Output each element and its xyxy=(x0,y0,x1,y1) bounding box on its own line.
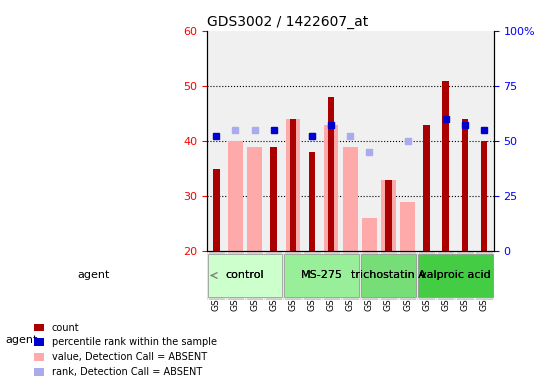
Bar xyxy=(328,97,334,251)
Bar xyxy=(324,125,338,251)
FancyBboxPatch shape xyxy=(265,251,282,300)
Bar xyxy=(213,169,219,251)
FancyBboxPatch shape xyxy=(208,251,225,300)
FancyBboxPatch shape xyxy=(418,253,493,298)
Text: trichostatin A: trichostatin A xyxy=(351,270,426,280)
FancyBboxPatch shape xyxy=(476,251,493,300)
Text: control: control xyxy=(226,270,265,280)
FancyBboxPatch shape xyxy=(208,253,282,298)
FancyBboxPatch shape xyxy=(284,251,301,300)
Legend: count, percentile rank within the sample, value, Detection Call = ABSENT, rank, : count, percentile rank within the sample… xyxy=(32,321,219,379)
FancyBboxPatch shape xyxy=(284,253,359,298)
Text: agent: agent xyxy=(6,335,38,345)
Text: control: control xyxy=(226,270,265,280)
Bar xyxy=(285,119,300,251)
Text: valproic acid: valproic acid xyxy=(420,270,491,280)
Bar xyxy=(271,147,277,251)
FancyBboxPatch shape xyxy=(208,253,282,298)
Bar xyxy=(343,147,358,251)
FancyBboxPatch shape xyxy=(361,251,378,300)
Bar xyxy=(400,202,415,251)
Bar xyxy=(289,119,296,251)
FancyBboxPatch shape xyxy=(284,253,359,298)
Bar xyxy=(481,141,487,251)
FancyBboxPatch shape xyxy=(361,253,416,298)
Bar xyxy=(424,125,430,251)
Bar xyxy=(248,147,262,251)
FancyBboxPatch shape xyxy=(227,251,244,300)
Bar xyxy=(381,180,396,251)
FancyBboxPatch shape xyxy=(246,251,263,300)
Bar xyxy=(443,81,449,251)
FancyBboxPatch shape xyxy=(342,251,359,300)
Bar xyxy=(362,218,377,251)
Bar xyxy=(385,180,392,251)
FancyBboxPatch shape xyxy=(437,251,454,300)
Text: MS-275: MS-275 xyxy=(300,270,343,280)
Text: trichostatin A: trichostatin A xyxy=(351,270,426,280)
FancyBboxPatch shape xyxy=(456,251,474,300)
Text: MS-275: MS-275 xyxy=(300,270,343,280)
Bar xyxy=(228,141,243,251)
FancyBboxPatch shape xyxy=(399,251,416,300)
FancyBboxPatch shape xyxy=(418,251,436,300)
Text: valproic acid: valproic acid xyxy=(420,270,491,280)
Text: GDS3002 / 1422607_at: GDS3002 / 1422607_at xyxy=(207,15,368,29)
FancyBboxPatch shape xyxy=(418,253,493,298)
FancyBboxPatch shape xyxy=(361,253,416,298)
FancyBboxPatch shape xyxy=(304,251,321,300)
Bar xyxy=(309,152,315,251)
FancyBboxPatch shape xyxy=(380,251,397,300)
Text: agent: agent xyxy=(78,270,110,280)
FancyBboxPatch shape xyxy=(322,251,340,300)
Bar xyxy=(461,119,468,251)
